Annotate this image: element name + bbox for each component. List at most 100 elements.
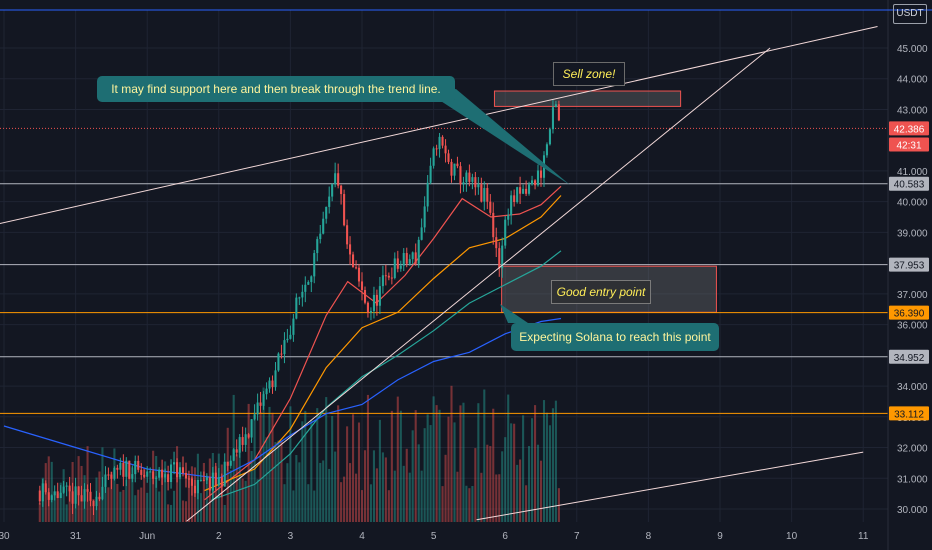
candle-body xyxy=(495,237,498,249)
volume-bar xyxy=(235,454,238,522)
volume-bar xyxy=(310,419,313,522)
candle-body xyxy=(271,380,274,388)
candle-body xyxy=(316,239,319,254)
volume-bar xyxy=(432,396,435,522)
candle-body xyxy=(337,173,340,186)
volume-bar xyxy=(408,472,411,522)
x-tick-label: 8 xyxy=(646,531,652,542)
volume-bar xyxy=(253,412,256,522)
candle-body xyxy=(408,259,411,264)
volume-bar xyxy=(369,484,372,522)
volume-bar xyxy=(176,446,179,522)
candle-body xyxy=(190,478,193,486)
x-tick-label: 11 xyxy=(858,531,869,542)
candle-body xyxy=(113,467,116,479)
candle-body xyxy=(423,206,426,228)
volume-bar xyxy=(542,400,546,522)
currency-badge[interactable]: USDT xyxy=(893,4,927,24)
candle-body xyxy=(229,460,232,466)
candle-body xyxy=(557,104,560,121)
candle-body xyxy=(277,353,280,371)
volume-bar xyxy=(137,489,140,522)
candle-body xyxy=(429,165,432,183)
candle-body xyxy=(393,258,396,279)
volume-bar xyxy=(352,414,355,522)
candle-body xyxy=(86,489,89,492)
volume-bar xyxy=(226,427,229,522)
volume-bar xyxy=(375,468,378,522)
candle-body xyxy=(363,289,367,303)
candle-body xyxy=(158,469,161,478)
volume-bar xyxy=(152,450,155,522)
volume-bar xyxy=(289,406,292,522)
volume-bar xyxy=(393,470,396,522)
candle-body xyxy=(527,184,531,194)
candle-body xyxy=(187,478,190,480)
candle-body xyxy=(492,212,495,238)
volume-bar xyxy=(53,491,56,522)
candle-body xyxy=(89,491,92,501)
volume-bar xyxy=(131,467,134,522)
volume-bar xyxy=(525,485,528,522)
candle-body xyxy=(545,144,548,156)
candle-body xyxy=(71,491,74,504)
candle-body xyxy=(167,474,170,483)
candle-body xyxy=(80,495,83,502)
candle-body xyxy=(202,479,205,481)
volume-bar xyxy=(405,448,408,522)
candle-body xyxy=(399,265,402,269)
candle-body xyxy=(507,215,510,220)
candle-body xyxy=(247,434,250,438)
candle-body xyxy=(137,460,140,470)
candle-body xyxy=(131,474,134,479)
candle-body xyxy=(280,353,283,355)
candle-body xyxy=(381,275,384,287)
volume-bar xyxy=(325,397,328,522)
volume-bar xyxy=(513,423,516,522)
volume-bar xyxy=(268,406,271,522)
candle-body xyxy=(173,462,176,465)
volume-bar xyxy=(420,470,423,522)
y-tick-label: 37.000 xyxy=(897,290,928,301)
y-axis-background xyxy=(888,0,932,550)
volume-bar xyxy=(241,478,244,522)
volume-bar xyxy=(187,475,190,522)
support-callout-pointer xyxy=(430,89,570,185)
candle-body xyxy=(77,486,80,496)
candle-body xyxy=(343,194,346,226)
candle-body xyxy=(459,166,462,185)
volume-bar xyxy=(244,480,247,522)
x-tick-label: 3 xyxy=(288,531,294,542)
candle-body xyxy=(62,486,65,493)
level-tag-34.952 xyxy=(889,349,929,364)
candles xyxy=(38,99,560,516)
volume-bar xyxy=(340,482,343,522)
volume-bar xyxy=(453,422,456,522)
volume-bar xyxy=(462,402,465,522)
x-tick-label: 10 xyxy=(786,531,798,542)
volume-bar xyxy=(357,422,361,522)
candle-body xyxy=(411,252,414,260)
candle-body xyxy=(262,394,265,406)
volume-bar xyxy=(164,461,167,522)
volume-bar xyxy=(507,394,510,522)
candle-body xyxy=(265,388,268,395)
candle-body xyxy=(304,284,307,292)
candle-body xyxy=(119,462,122,470)
candle-body xyxy=(241,437,244,445)
volume-bar xyxy=(262,387,265,522)
volume-bar xyxy=(265,437,268,522)
x-tick-label: 31 xyxy=(70,531,82,542)
candle-body xyxy=(402,253,405,266)
volume-bar xyxy=(486,444,489,522)
volume-bar xyxy=(158,491,161,522)
volume-bar xyxy=(298,462,301,522)
level-tag-42:31 xyxy=(889,137,929,152)
candle-body xyxy=(59,492,62,498)
volume-bar xyxy=(161,472,164,522)
support-callout: It may find support here and then break … xyxy=(97,76,455,102)
volume-bar xyxy=(402,465,405,522)
volume-bar xyxy=(444,454,447,522)
